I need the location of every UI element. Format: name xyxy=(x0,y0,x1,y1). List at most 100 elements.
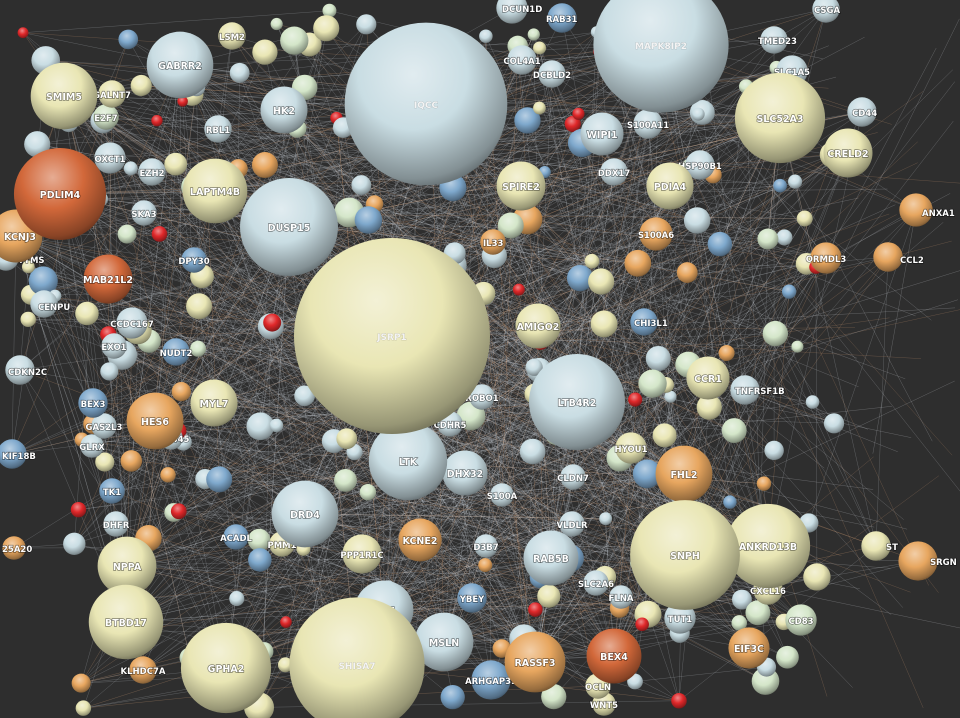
gene-node-flna[interactable]: FLNA xyxy=(608,585,634,609)
gene-node-amigo2[interactable]: AMIGO2 xyxy=(515,303,561,349)
gene-node-dhfr[interactable]: DHFR xyxy=(102,511,130,537)
gene-node-exo1[interactable]: EXO1 xyxy=(101,333,127,359)
gene-node-lsm2[interactable]: LSM2 xyxy=(218,22,246,50)
gene-node-ppp1r1c[interactable]: PPP1R1C xyxy=(340,534,384,574)
gene-node-nppa[interactable]: NPPA xyxy=(97,536,157,596)
node-sphere xyxy=(504,631,566,693)
gene-label: CCR1 xyxy=(694,374,722,385)
gene-node-dhx32[interactable]: DHX32 xyxy=(442,450,488,496)
gene-node-s100a6[interactable]: S100A6 xyxy=(637,217,675,251)
gene-node-shisa7[interactable]: SHISA7 xyxy=(289,597,425,718)
network-edge xyxy=(225,457,620,669)
gene-node-ccr1[interactable]: CCR1 xyxy=(686,356,730,400)
network-edge xyxy=(356,200,671,666)
gene-node-pdlim4[interactable]: PDLIM4 xyxy=(13,147,107,241)
gene-node-laptm4b[interactable]: LAPTM4B xyxy=(182,158,248,224)
gene-node-slc52a3[interactable]: SLC52A3 xyxy=(734,72,826,164)
gene-node-hk2[interactable]: HK2 xyxy=(260,86,308,134)
gene-node-ska3[interactable]: SKA3 xyxy=(131,200,157,226)
gene-node-tmed23[interactable]: TMED23 xyxy=(757,26,798,54)
gene-node-arhgap39[interactable]: ARHGAP39 xyxy=(464,660,518,700)
gene-node-s100a[interactable]: S100A xyxy=(486,483,518,507)
gene-node-kif18b[interactable]: KIF18B xyxy=(0,439,36,469)
gene-node-kcne2[interactable]: KCNE2 xyxy=(398,518,442,562)
gene-node-hsp90b1[interactable]: HSP90B1 xyxy=(678,150,723,180)
gene-node-gabrr2[interactable]: GABRR2 xyxy=(146,31,214,99)
gene-node-il33[interactable]: IL33 xyxy=(480,229,506,255)
gene-node-srgn[interactable]: SRGN xyxy=(898,541,957,581)
gene-node-s100a11[interactable]: S100A11 xyxy=(626,109,670,139)
gene-node-dcbld2[interactable]: DCBLD2 xyxy=(532,60,572,88)
gene-node-csga[interactable]: CSGA xyxy=(812,0,841,23)
gene-node-creld2[interactable]: CRELD2 xyxy=(823,128,873,178)
gene-node-eif3c[interactable]: EIF3C xyxy=(728,627,770,669)
gene-node-tnfrsf1b[interactable]: TNFRSF1B xyxy=(730,375,785,405)
gene-node-gas2l3[interactable]: GAS2L3 xyxy=(85,413,123,439)
gene-node-cenpu[interactable]: CENPU xyxy=(30,290,71,318)
gene-node-chi3l1[interactable]: CHI3L1 xyxy=(630,308,668,336)
gene-node-rassf3[interactable]: RASSF3 xyxy=(504,631,566,693)
gene-node-mapk8ip2[interactable]: MAPK8IP2 xyxy=(593,0,729,113)
gene-node-snph[interactable]: SNPH xyxy=(630,500,740,610)
gene-node-acadl[interactable]: ACADL xyxy=(219,524,253,550)
gene-node-ltb4r2[interactable]: LTB4R2 xyxy=(528,353,626,451)
gene-node-drd4[interactable]: DRD4 xyxy=(271,480,339,548)
gene-node-ccdc167[interactable]: CCDC167 xyxy=(110,307,154,339)
gene-node-st[interactable]: ST xyxy=(861,531,899,561)
gene-node-spire2[interactable]: SPIRE2 xyxy=(496,161,546,211)
gene-node-ezh2[interactable]: EZH2 xyxy=(138,158,166,186)
gene-node-wipi1[interactable]: WIPI1 xyxy=(580,112,624,156)
node-sphere xyxy=(847,97,877,127)
gene-node-rbl1[interactable]: RBL1 xyxy=(204,115,232,143)
gene-node-fhl2[interactable]: FHL2 xyxy=(655,445,713,503)
gene-node-msln[interactable]: MSLN xyxy=(414,612,474,672)
gene-node-oxct1[interactable]: OXCT1 xyxy=(94,142,126,174)
gene-node-galnt7[interactable]: GALNT7 xyxy=(92,80,132,108)
gene-node-tut1[interactable]: TUT1 xyxy=(664,602,696,634)
gene-node-cd44[interactable]: CD44 xyxy=(847,97,878,127)
gene-node-bex3[interactable]: BEX3 xyxy=(78,388,108,418)
gene-node-ltk[interactable]: LTK xyxy=(368,421,448,501)
gene-node-d3b7[interactable]: D3B7 xyxy=(473,534,499,558)
gene-node-glrx[interactable]: GLRX xyxy=(79,434,106,458)
node-sphere xyxy=(490,483,514,507)
network-node xyxy=(645,345,671,372)
gene-node-myl7[interactable]: MYL7 xyxy=(190,379,238,427)
gene-node-smim5[interactable]: SMIM5 xyxy=(30,62,98,130)
gene-node-dusp15[interactable]: DUSP15 xyxy=(240,178,338,276)
gene-label: S100A xyxy=(487,492,518,502)
gene-node-ddx17[interactable]: DDX17 xyxy=(597,158,631,186)
gene-node-mab21l2[interactable]: MAB21L2 xyxy=(82,254,134,304)
gene-node-cdkn2c[interactable]: CDKN2C xyxy=(5,355,48,385)
gene-node-pdia4[interactable]: PDIA4 xyxy=(646,162,694,210)
gene-node-dcun1d[interactable]: DCUN1D xyxy=(496,0,543,24)
gene-node-cd83[interactable]: CD83 xyxy=(785,604,817,636)
gene-node-cldn7[interactable]: CLDN7 xyxy=(557,464,590,490)
gene-node-rab5b[interactable]: RAB5B xyxy=(523,530,579,586)
gene-node-klhdc7a[interactable]: KLHDC7A xyxy=(120,656,166,684)
gene-node-tk1[interactable]: TK1 xyxy=(99,478,125,504)
gene-node-hyou1[interactable]: HYOU1 xyxy=(614,432,648,464)
gene-node-ormdl3[interactable]: ORMDL3 xyxy=(805,242,847,274)
gene-node-col4a1[interactable]: COL4A1 xyxy=(503,45,541,75)
gene-node-e2f7[interactable]: E2F7 xyxy=(93,104,119,130)
gene-node-btbd17[interactable]: BTBD17 xyxy=(88,584,164,660)
gene-node-dpy30[interactable]: DPY30 xyxy=(178,247,210,273)
gene-node-ybey[interactable]: YBEY xyxy=(457,583,487,613)
gene-node-anxa1[interactable]: ANXA1 xyxy=(899,193,955,227)
gene-node-slc2a6[interactable]: SLC2A6 xyxy=(577,570,615,596)
network-edge xyxy=(601,133,639,264)
gene-node-ccl2[interactable]: CCL2 xyxy=(873,242,924,272)
gene-node-gpha2[interactable]: GPHA2 xyxy=(180,622,272,714)
gene-node-bex4[interactable]: BEX4 xyxy=(586,628,642,684)
gene-node-iqcc[interactable]: IQCC xyxy=(344,22,508,186)
gene-node-rab31[interactable]: RAB31 xyxy=(545,3,578,33)
gene-node-ankrd13b[interactable]: ANKRD13B xyxy=(725,503,811,589)
network-node xyxy=(28,266,58,296)
gene-node-25a20[interactable]: 25A20 xyxy=(1,536,33,560)
gene-node-nudt2[interactable]: NUDT2 xyxy=(159,338,193,366)
gene-node-vldlr[interactable]: VLDLR xyxy=(556,511,589,537)
gene-node-jsrp1[interactable]: JSRP1 xyxy=(294,238,490,434)
gene-node-robo1[interactable]: ROBO1 xyxy=(465,384,499,410)
gene-node-hes6[interactable]: HES6 xyxy=(126,392,184,450)
